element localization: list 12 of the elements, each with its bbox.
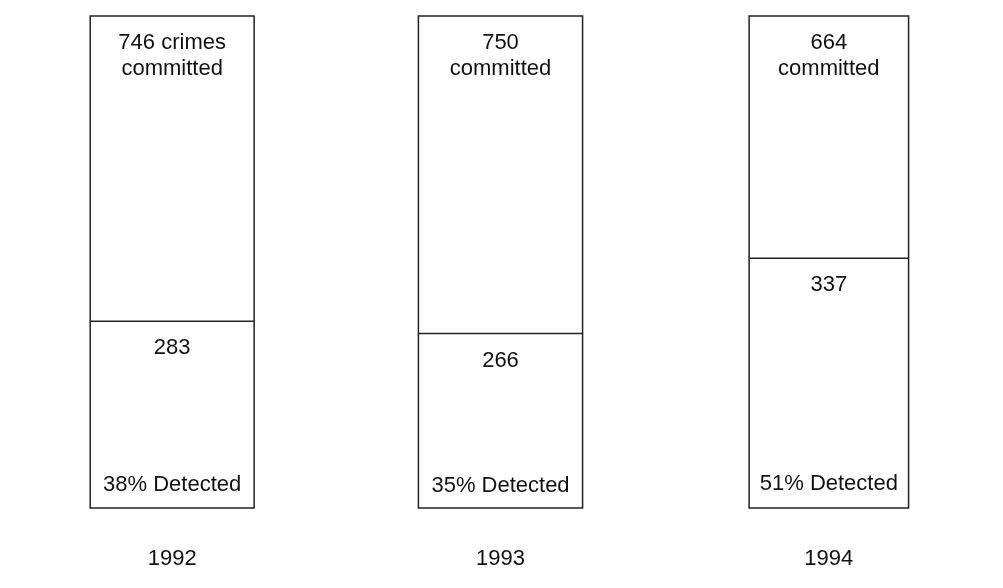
data-label: 746 crimes committed bbox=[118, 29, 226, 81]
data-label: 38% Detected bbox=[103, 471, 242, 497]
category-label: 1994 bbox=[804, 545, 854, 571]
data-label: 750 committed bbox=[449, 29, 552, 81]
category-label: 1992 bbox=[147, 545, 197, 571]
data-label: 337 bbox=[810, 271, 848, 297]
data-label: 35% Detected bbox=[431, 471, 570, 497]
data-label: 283 bbox=[153, 334, 191, 360]
data-label: 664 committed bbox=[778, 29, 880, 81]
data-label: 266 bbox=[482, 346, 519, 372]
category-label: 1993 bbox=[476, 545, 525, 571]
data-label: 51% Detected bbox=[759, 470, 898, 496]
